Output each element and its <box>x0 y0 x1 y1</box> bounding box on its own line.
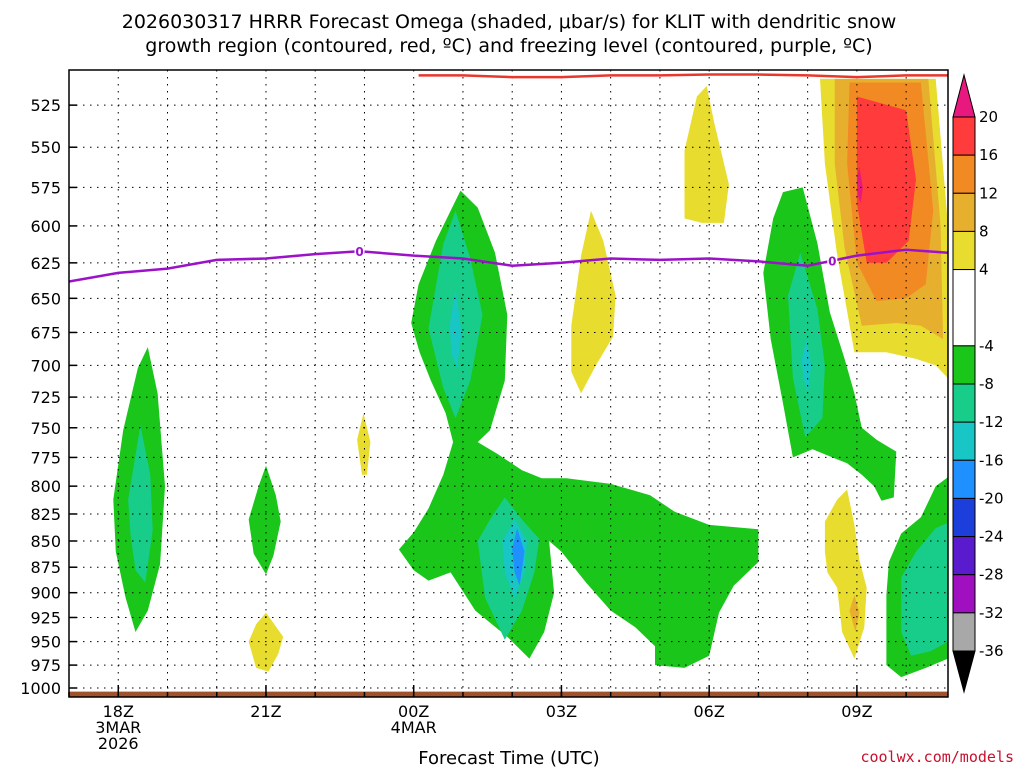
y-axis: 525 550 575 600 625 650 675 700 725 750 775 800 825 8… <box>20 96 77 698</box>
colorbar-swatch-12 <box>952 574 976 614</box>
y-tick-label-625: 625 <box>30 254 61 273</box>
omega-region-20 <box>684 86 729 223</box>
chart-title-line1: 2026030317 HRRR Forecast Omega (shaded, … <box>122 11 897 33</box>
freezing-label-bg-0 <box>354 244 365 258</box>
colorbar-label--12: -12 <box>979 413 1004 431</box>
colorbar-label-8: 8 <box>979 222 989 240</box>
colorbar-label--20: -20 <box>979 489 1004 507</box>
plot-area: 00 <box>68 69 949 698</box>
omega-region-2 <box>248 465 281 575</box>
y-tick-label-600: 600 <box>30 217 61 236</box>
y-tick-label-700: 700 <box>30 356 61 375</box>
y-tick-label-725: 725 <box>30 388 61 407</box>
y-tick-label-750: 750 <box>30 419 61 438</box>
colorbar-swatch-bottom <box>952 650 976 694</box>
colorbar-label--16: -16 <box>979 451 1004 469</box>
contour-lines: 00 <box>69 73 948 283</box>
x-tick-label-7-1: 4MAR <box>391 718 437 737</box>
y-tick-label-950: 950 <box>30 633 61 652</box>
freezing-level-label-0: 0 <box>355 245 363 259</box>
plot-frame <box>68 69 949 698</box>
credit-text: coolwx.com/models <box>860 748 1014 766</box>
x-tick-label-10-0: 03Z <box>546 702 577 721</box>
colorbar-swatch-top <box>952 73 976 118</box>
y-tick-label-925: 925 <box>30 608 61 627</box>
y-tick-label-675: 675 <box>30 323 61 342</box>
colorbar-swatch-3 <box>952 192 976 232</box>
y-tick-label-975: 975 <box>30 656 61 675</box>
y-tick-label-850: 850 <box>30 532 61 551</box>
omega-region-18 <box>856 166 863 203</box>
omega-region-19 <box>571 210 616 394</box>
colorbar-label-16: 16 <box>979 146 998 164</box>
chart-title-line2: growth region (contoured, red, ºC) and f… <box>145 35 872 57</box>
colorbar-swatch-2 <box>952 154 976 194</box>
y-tick-label-650: 650 <box>30 289 61 308</box>
y-tick-label-825: 825 <box>30 505 61 524</box>
x-tick-label-7-0: 00Z <box>398 702 429 721</box>
omega-region-24 <box>849 594 860 632</box>
colorbar-label--32: -32 <box>979 604 1004 622</box>
colorbar-swatch-10 <box>952 497 976 538</box>
y-tick-label-900: 900 <box>30 584 61 603</box>
freezing-label-bg-1 <box>827 253 838 267</box>
colorbar-label--24: -24 <box>979 528 1004 546</box>
omega-region-11 <box>801 339 812 394</box>
ground <box>69 691 948 697</box>
y-tick-label-575: 575 <box>30 178 61 197</box>
dgz-contour-line <box>418 73 948 79</box>
colorbar-label-20: 20 <box>979 108 998 126</box>
colorbar-label-12: 12 <box>979 184 998 202</box>
omega-region-17 <box>856 96 916 263</box>
y-tick-label-550: 550 <box>30 138 61 157</box>
omega-region-5 <box>449 288 462 368</box>
colorbar-swatch-5 <box>952 269 976 347</box>
x-tick-label-4-0: 21Z <box>250 702 281 721</box>
colorbar-swatch-4 <box>952 230 976 271</box>
omega-region-8 <box>512 528 525 586</box>
omega-region-21 <box>357 413 371 475</box>
colorbar-label--36: -36 <box>979 642 1004 660</box>
colorbar-swatch-9 <box>952 459 976 499</box>
x-tick-label-16-0: 09Z <box>841 702 872 721</box>
colorbar-label--28: -28 <box>979 566 1004 584</box>
ground-strip <box>69 691 948 697</box>
y-tick-label-1000: 1000 <box>20 679 61 698</box>
x-tick-label-1-1: 3MAR <box>95 718 141 737</box>
y-tick-label-525: 525 <box>30 96 61 115</box>
x-axis-title: Forecast Time (UTC) <box>418 748 599 768</box>
omega-region-13 <box>901 522 948 656</box>
x-tick-label-1-0: 18Z <box>103 702 134 721</box>
colorbar-label-4: 4 <box>979 261 989 279</box>
colorbar-swatch-13 <box>952 612 976 652</box>
colorbar: 20 16 12 8 4 -4 -8 -12 -16 -20 -24 -28 -32 -36 <box>952 73 1004 694</box>
y-tick-label-775: 775 <box>30 448 61 467</box>
colorbar-swatch-11 <box>952 536 976 576</box>
freezing-level-label-1: 0 <box>828 255 836 269</box>
y-tick-label-800: 800 <box>30 477 61 496</box>
colorbar-label--8: -8 <box>979 375 994 393</box>
x-tick-label-1-2: 2026 <box>98 734 139 753</box>
colorbar-swatch-7 <box>952 383 976 423</box>
freezing-level-line <box>69 248 948 283</box>
colorbar-label--4: -4 <box>979 337 994 355</box>
colorbar-swatch-8 <box>952 421 976 461</box>
y-tick-label-875: 875 <box>30 558 61 577</box>
colorbar-swatch-1 <box>952 116 976 156</box>
x-tick-label-13-0: 06Z <box>694 702 725 721</box>
colorbar-swatch-6 <box>952 345 976 385</box>
omega-region-1 <box>128 425 153 583</box>
